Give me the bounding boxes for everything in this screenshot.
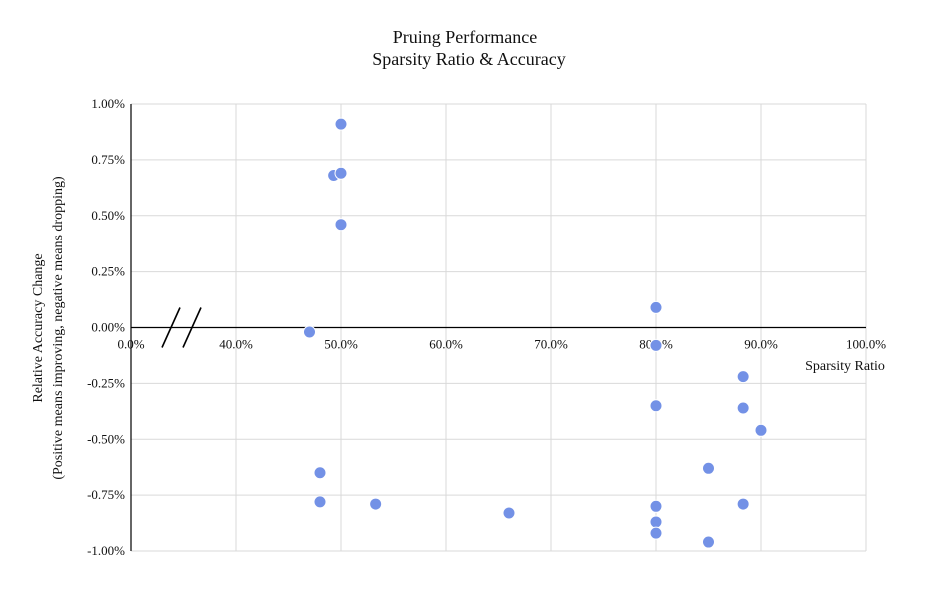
data-point [702,461,715,475]
x-axis-label: Sparsity Ratio [805,359,885,374]
data-point [754,423,768,437]
data-point [649,499,663,513]
x-tick-label: 0.0% [117,337,144,352]
data-point [303,325,316,339]
axis-break-mark [161,307,181,348]
data-point [736,401,750,415]
data-point [334,166,348,180]
data-point [334,117,348,131]
data-point [736,497,750,511]
y-tick-label: 0.00% [91,320,125,335]
data-point [649,399,663,413]
data-point [369,497,383,511]
data-point [313,466,327,480]
data-point [702,535,715,549]
x-tick-label: 60.0% [429,337,463,352]
y-axis-label-line-1: Relative Accuracy Change [31,253,46,402]
y-tick-label: 0.75% [91,152,125,167]
x-tick-label: 40.0% [219,337,253,352]
tick-labels: 1.00% 0.75% 0.50% 0.25% 0.00% -0.25% -0.50% -0.… [87,96,886,558]
data-point [313,495,327,509]
data-point [502,506,516,520]
y-tick-label: -0.75% [87,487,125,502]
chart-title-line-1: Pruing Performance [393,27,537,47]
x-tick-label: 70.0% [534,337,568,352]
x-tick-label: 50.0% [324,337,358,352]
data-point [649,515,663,529]
x-tick-label: 90.0% [744,337,778,352]
y-tick-label: 0.50% [91,208,125,223]
y-tick-label: 1.00% [91,96,125,111]
chart-title-line-2: Sparsity Ratio & Accuracy [372,49,565,69]
data-points [303,117,768,549]
data-point [649,338,663,352]
y-axis-label-line-2: (Positive means improving, negative mean… [51,176,66,480]
data-point [649,526,663,540]
axes [130,104,866,551]
data-point [334,218,348,232]
y-tick-label: -0.50% [87,431,125,446]
y-tick-label: -1.00% [87,543,125,558]
data-point [649,300,663,314]
y-tick-label: -0.25% [87,375,125,390]
data-point [736,370,750,384]
y-tick-label: 0.25% [91,264,125,279]
x-tick-label: 100.0% [846,337,886,352]
axis-break-mark [182,307,202,348]
